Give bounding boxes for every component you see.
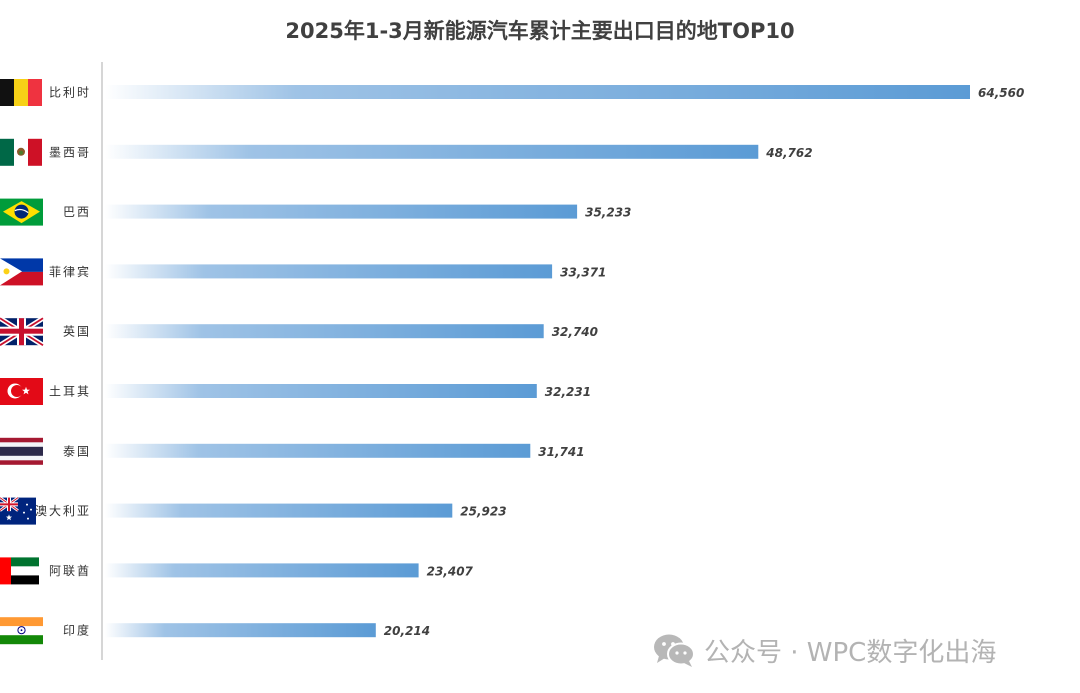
mexico-flag bbox=[0, 138, 42, 166]
bar bbox=[105, 563, 419, 578]
belgium-flag bbox=[0, 79, 42, 106]
data-label: 23,407 bbox=[427, 564, 474, 578]
category-label: 比利时 bbox=[49, 86, 91, 100]
category-label: 墨西哥 bbox=[49, 145, 91, 159]
data-label: 64,560 bbox=[978, 86, 1024, 100]
category-label: 印度 bbox=[63, 623, 91, 638]
data-label: 32,231 bbox=[545, 385, 591, 399]
brazil-flag bbox=[0, 198, 43, 226]
bar bbox=[105, 204, 578, 219]
bar bbox=[105, 623, 376, 638]
australia-flag bbox=[0, 496, 36, 525]
philippines-flag bbox=[0, 258, 43, 286]
thailand-flag bbox=[0, 437, 43, 465]
category-label: 巴西 bbox=[63, 205, 91, 219]
bar bbox=[105, 144, 759, 159]
bar bbox=[105, 443, 531, 458]
flag-column bbox=[0, 79, 45, 645]
data-label: 32,740 bbox=[552, 325, 598, 339]
uk-flag bbox=[0, 316, 45, 348]
bars bbox=[105, 85, 970, 638]
data-label: 20,214 bbox=[384, 624, 430, 638]
india-flag bbox=[0, 617, 43, 645]
bar bbox=[105, 384, 537, 398]
category-label: 英国 bbox=[63, 325, 91, 339]
category-label: 泰国 bbox=[63, 444, 91, 458]
data-label: 35,233 bbox=[585, 206, 631, 220]
category-label: 阿联酋 bbox=[49, 563, 91, 578]
data-label: 31,741 bbox=[538, 445, 584, 459]
watermark: 公众号 · WPC数字化出海 bbox=[652, 630, 996, 670]
data-label: 25,923 bbox=[460, 505, 506, 519]
wechat-icon bbox=[654, 634, 695, 667]
bar bbox=[105, 85, 970, 99]
turkey-flag bbox=[0, 378, 43, 405]
uae-flag bbox=[0, 557, 39, 585]
bar bbox=[105, 503, 453, 518]
category-label: 土耳其 bbox=[49, 385, 91, 399]
data-label: 48,762 bbox=[765, 146, 812, 160]
category-label: 菲律宾 bbox=[49, 264, 91, 279]
bar bbox=[105, 264, 553, 279]
data-label: 33,371 bbox=[560, 265, 606, 279]
bar bbox=[105, 324, 544, 339]
chart-title: 2025年1-3月新能源汽车累计主要出口目的地TOP10 bbox=[285, 19, 794, 43]
watermark-text: 公众号 · WPC数字化出海 bbox=[704, 637, 997, 668]
value-labels: 64,560 48,762 35,233 33,371 32,740 32,231 31,7… bbox=[384, 86, 1025, 638]
category-label: 澳大利亚 bbox=[35, 504, 91, 518]
